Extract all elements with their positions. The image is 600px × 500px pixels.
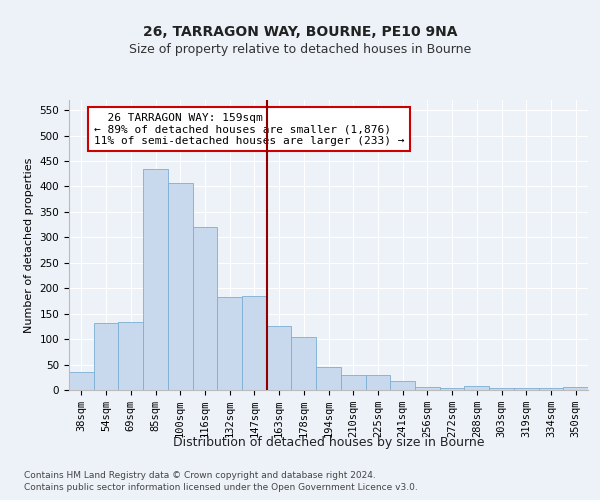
Y-axis label: Number of detached properties: Number of detached properties [24, 158, 34, 332]
Bar [464, 386, 489, 390]
Bar [415, 387, 440, 390]
Bar [341, 374, 365, 390]
Bar [514, 388, 539, 390]
Bar [292, 337, 316, 390]
Bar [193, 227, 217, 390]
Bar [242, 296, 267, 390]
Bar [365, 374, 390, 390]
Text: 26 TARRAGON WAY: 159sqm
← 89% of detached houses are smaller (1,876)
11% of semi: 26 TARRAGON WAY: 159sqm ← 89% of detache… [94, 112, 404, 146]
Bar [217, 297, 242, 390]
Bar [168, 183, 193, 390]
Bar [390, 382, 415, 390]
Text: Size of property relative to detached houses in Bourne: Size of property relative to detached ho… [129, 44, 471, 57]
Text: Distribution of detached houses by size in Bourne: Distribution of detached houses by size … [173, 436, 485, 449]
Bar [69, 372, 94, 390]
Text: 26, TARRAGON WAY, BOURNE, PE10 9NA: 26, TARRAGON WAY, BOURNE, PE10 9NA [143, 26, 457, 40]
Text: Contains public sector information licensed under the Open Government Licence v3: Contains public sector information licen… [24, 482, 418, 492]
Bar [563, 388, 588, 390]
Bar [267, 326, 292, 390]
Bar [489, 388, 514, 390]
Bar [316, 367, 341, 390]
Bar [94, 323, 118, 390]
Bar [539, 388, 563, 390]
Text: Contains HM Land Registry data © Crown copyright and database right 2024.: Contains HM Land Registry data © Crown c… [24, 472, 376, 480]
Bar [143, 168, 168, 390]
Bar [440, 388, 464, 390]
Bar [118, 322, 143, 390]
